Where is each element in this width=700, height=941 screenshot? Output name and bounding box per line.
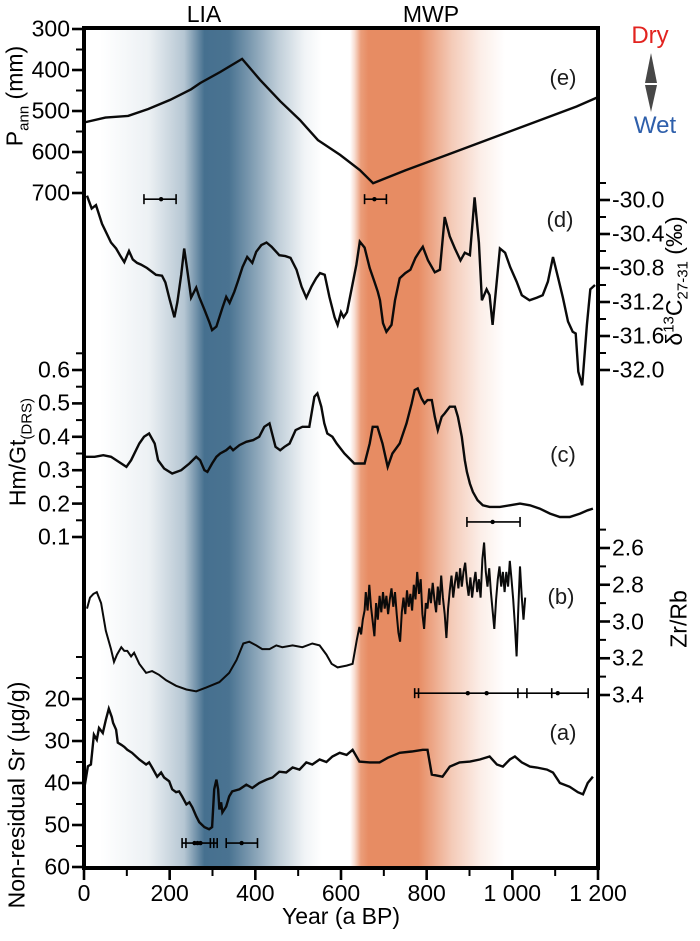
plot-frame — [82, 26, 600, 870]
sr-tick-label: 30 — [44, 727, 70, 754]
x-tick-label: 1 000 — [483, 880, 542, 906]
pann-tick-label: 300 — [31, 15, 70, 42]
series-b — [86, 542, 527, 693]
hmgt-tick-label: 0.3 — [38, 456, 70, 483]
series-e — [83, 57, 599, 185]
error-bar-e-0 — [143, 194, 177, 205]
d13c-tick-label: -32.0 — [612, 356, 665, 383]
sr-tick-label: 40 — [44, 769, 70, 796]
d13c-tick-label: -30.4 — [612, 220, 665, 247]
d13c-tick-label: -30.0 — [612, 186, 665, 213]
sr-tick-label: 20 — [44, 685, 70, 712]
x-tick-label: 600 — [321, 880, 361, 906]
zrrb-tick-label: 3.4 — [612, 681, 644, 708]
error-bar-a-5 — [225, 838, 259, 849]
dry-wet-arrow-icon — [645, 53, 657, 112]
x-tick-label: 800 — [407, 880, 446, 906]
panel-letter-d: (d) — [546, 207, 574, 232]
x-tick-label: 0 — [77, 880, 91, 906]
series-a — [83, 704, 594, 831]
series-c — [84, 386, 594, 519]
zrrb-tick-label: 3.0 — [612, 608, 644, 634]
error-bar-c-2 — [466, 516, 521, 527]
panel-letter-e: (e) — [549, 65, 577, 90]
sr-tick-label: 50 — [44, 811, 70, 838]
d13c-tick-label: -31.6 — [612, 322, 665, 349]
band-title-lia: LIA — [186, 1, 222, 27]
axis-label-hmgt: Hm/Gt(DRS) — [4, 397, 36, 507]
error-bar-a-4 — [181, 838, 219, 849]
hmgt-tick-label: 0.2 — [38, 490, 70, 517]
error-bar-e-1 — [363, 194, 388, 205]
pann-tick-label: 500 — [31, 97, 70, 124]
hmgt-tick-label: 0.6 — [38, 356, 70, 383]
legend-dry-label: Dry — [631, 22, 669, 49]
zrrb-tick-label: 3.2 — [612, 644, 644, 671]
axis-label-year: Year (a BP) — [281, 903, 401, 929]
pann-tick-label: 700 — [31, 179, 70, 206]
legend-wet-label: Wet — [633, 112, 677, 139]
axis-label-delta13c: δ13C27-31 (‰) — [660, 216, 692, 346]
hmgt-tick-label: 0.4 — [38, 423, 70, 450]
x-tick-label: 200 — [150, 880, 189, 906]
panel-letter-c: (c) — [550, 442, 576, 467]
axis-label-zrrb: Zr/Rb — [665, 590, 692, 648]
band-lia — [99, 30, 323, 866]
panel-letter-b: (b) — [547, 584, 575, 609]
hmgt-tick-label: 0.1 — [38, 523, 70, 550]
x-tick-label: 400 — [236, 880, 275, 906]
hmgt-tick-label: 0.5 — [38, 389, 70, 416]
axis-label-sr: Non-residual Sr (µg/g) — [3, 681, 30, 909]
d13c-tick-label: -31.2 — [612, 288, 665, 315]
d13c-tick-label: -30.8 — [612, 254, 665, 281]
pann-tick-label: 400 — [31, 56, 70, 83]
error-bar-b-3 — [413, 688, 589, 699]
axis-label-pann: Pann (mm) — [1, 45, 33, 147]
series-d — [85, 195, 596, 386]
zrrb-tick-label: 2.6 — [612, 534, 644, 561]
band-title-mwp: MWP — [402, 1, 460, 27]
band-mwp — [349, 30, 506, 866]
pann-tick-label: 600 — [31, 138, 70, 165]
sr-tick-label: 60 — [44, 853, 70, 880]
panel-letter-a: (a) — [549, 720, 577, 745]
x-tick-label: 1 200 — [569, 880, 627, 906]
zrrb-tick-label: 2.8 — [612, 571, 644, 598]
